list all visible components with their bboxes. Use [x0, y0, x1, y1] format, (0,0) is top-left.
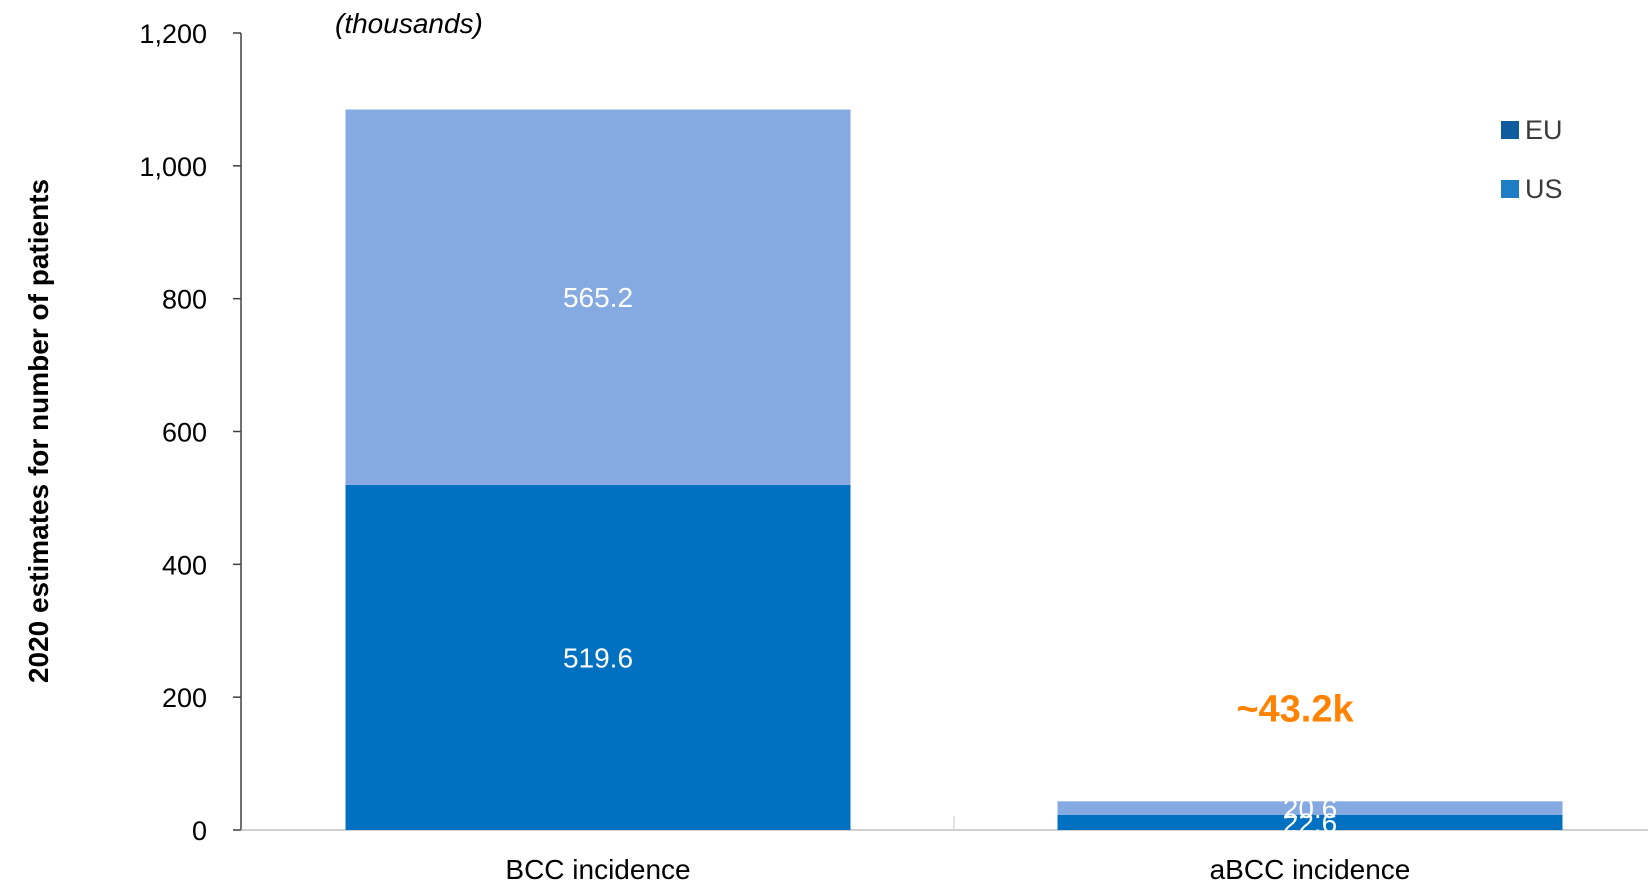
- y-axis-title: 2020 estimates for number of patients: [23, 179, 54, 683]
- legend-label-eu: EU: [1525, 115, 1563, 145]
- y-tick-label: 600: [162, 418, 207, 448]
- total-callout: ~43.2k: [1236, 688, 1354, 730]
- y-tick-label: 1,000: [139, 152, 207, 182]
- data-label-us: 565.2: [563, 282, 633, 313]
- y-tick-label: 1,200: [139, 19, 207, 49]
- data-label-eu: 519.6: [563, 642, 633, 673]
- y-tick-label: 800: [162, 285, 207, 315]
- data-label-us: 20.6: [1283, 793, 1338, 824]
- y-tick-label: 200: [162, 683, 207, 713]
- units-note: (thousands): [335, 8, 483, 39]
- bars: [346, 110, 1563, 830]
- legend-swatch-us: [1501, 180, 1519, 198]
- legend-label-us: US: [1525, 174, 1563, 204]
- legend: EU US: [1501, 115, 1563, 204]
- legend-swatch-eu: [1501, 121, 1519, 139]
- x-category-label: BCC incidence: [505, 854, 690, 885]
- y-tick-label: 0: [192, 816, 207, 846]
- x-category-label: aBCC incidence: [1210, 854, 1411, 885]
- y-tick-label: 400: [162, 550, 207, 580]
